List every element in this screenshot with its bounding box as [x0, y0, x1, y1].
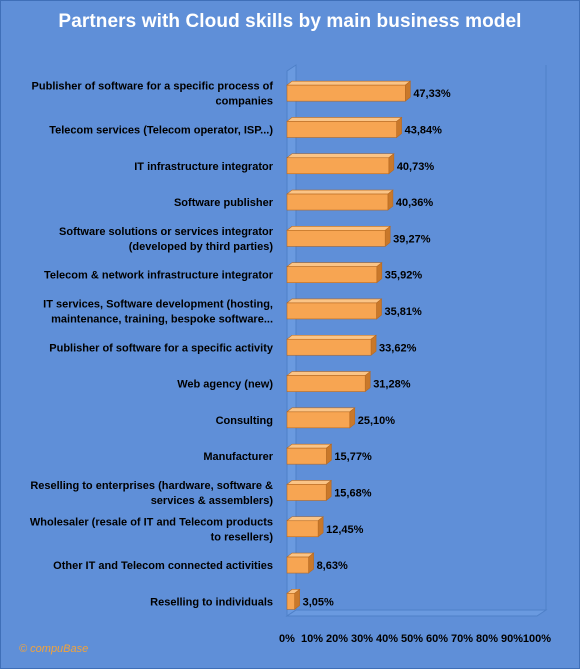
category-label: Wholesaler (resale of IT and Telecom pro…	[30, 516, 273, 528]
category-label: Reselling to individuals	[150, 596, 273, 608]
bar	[286, 520, 319, 538]
category-label: Telecom & network infrastructure integra…	[44, 270, 274, 282]
category-label: Publisher of software for a specific pro…	[32, 81, 274, 93]
bar-top	[286, 226, 392, 231]
value-label: 15,77%	[334, 451, 372, 463]
category-label: Web agency (new)	[177, 379, 273, 391]
bar	[286, 193, 389, 211]
category-label: IT services, Software development (hosti…	[43, 298, 273, 310]
value-label: 40,73%	[397, 161, 435, 173]
x-tick-label: 60%	[426, 633, 448, 645]
bar-top	[286, 443, 333, 449]
bar-top	[286, 262, 383, 267]
category-label: Telecom services (Telecom operator, ISP.…	[49, 124, 273, 136]
category-label: Manufacturer	[203, 451, 273, 463]
bar	[286, 375, 366, 392]
bar	[286, 230, 386, 247]
value-label: 39,27%	[393, 233, 431, 245]
chart-title: Partners with Cloud skills by main busin…	[58, 11, 522, 32]
category-label: Reselling to enterprises (hardware, soft…	[30, 480, 273, 492]
value-label: 40,36%	[396, 197, 434, 209]
bar-top	[286, 407, 356, 413]
x-tick-label: 30%	[351, 633, 373, 645]
bar	[286, 556, 309, 574]
category-label: maintenance, training, bespoke software.…	[51, 313, 273, 325]
x-tick-label: 70%	[451, 633, 473, 645]
category-label: IT infrastructure integrator	[134, 161, 273, 173]
bar	[286, 447, 327, 465]
bar-top	[286, 189, 394, 195]
bar	[286, 121, 397, 138]
value-label: 8,63%	[317, 560, 348, 572]
bar	[286, 157, 390, 175]
bar-top	[286, 80, 412, 86]
bar-top	[286, 371, 372, 376]
x-tick-label: 10%	[301, 633, 323, 645]
bar-top	[286, 516, 324, 522]
bar	[286, 266, 378, 283]
bar	[286, 302, 377, 320]
bar	[286, 593, 295, 610]
value-label: 35,92%	[385, 270, 423, 282]
bar	[286, 84, 406, 102]
value-label: 12,45%	[326, 524, 364, 536]
value-label: 47,33%	[413, 88, 451, 100]
bar	[286, 484, 327, 501]
x-tick-label: 100%	[523, 633, 551, 645]
value-label: 25,10%	[358, 415, 396, 427]
category-label: Other IT and Telecom connected activitie…	[53, 560, 273, 572]
category-label: companies	[216, 96, 273, 108]
bar-top	[286, 298, 383, 304]
category-label: Consulting	[216, 415, 273, 427]
x-tick-label: 0%	[279, 633, 295, 645]
credit-label: © compuBase	[19, 643, 89, 655]
bar-top	[286, 480, 333, 485]
category-label: (developed by third parties)	[129, 241, 274, 253]
bar-top	[286, 153, 395, 159]
value-label: 35,81%	[385, 306, 423, 318]
x-tick-label: 20%	[326, 633, 348, 645]
value-label: 33,62%	[379, 342, 417, 354]
x-tick-label: 50%	[401, 633, 423, 645]
bar-top	[286, 334, 377, 340]
plot-floor	[285, 609, 548, 617]
bar	[286, 338, 372, 356]
category-label: services & assemblers)	[151, 495, 274, 507]
value-label: 15,68%	[334, 487, 372, 499]
category-label: Software solutions or services integrato…	[59, 226, 274, 238]
value-label: 43,84%	[405, 124, 443, 136]
value-label: 3,05%	[303, 596, 334, 608]
x-tick-label: 90%	[501, 633, 523, 645]
bar-top	[286, 117, 403, 122]
category-label: Publisher of software for a specific act…	[49, 342, 274, 354]
x-tick-label: 40%	[376, 633, 398, 645]
category-label: Software publisher	[174, 197, 274, 209]
category-label: to resellers)	[211, 531, 274, 543]
x-tick-label: 80%	[476, 633, 498, 645]
value-label: 31,28%	[373, 379, 411, 391]
bar	[286, 411, 351, 429]
